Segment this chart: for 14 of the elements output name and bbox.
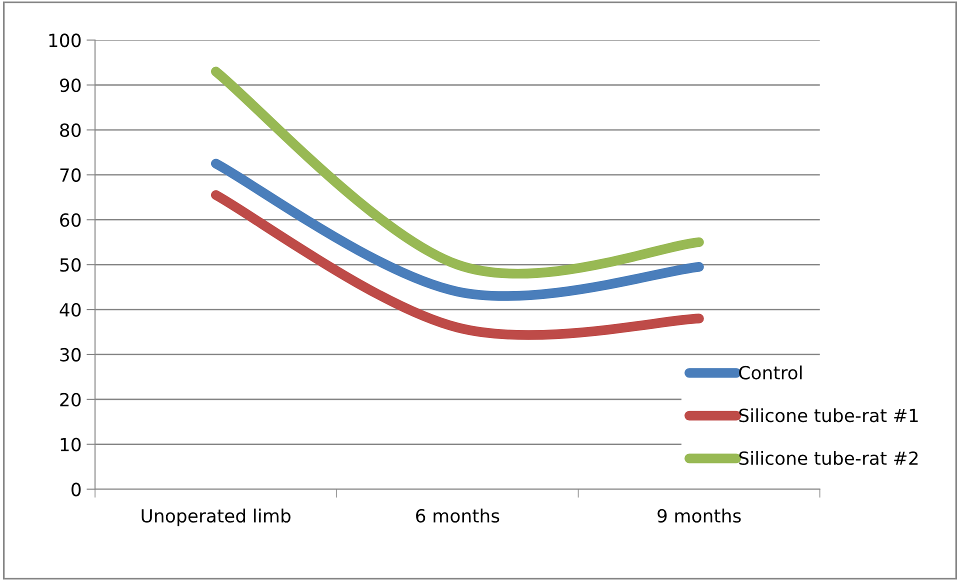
- y-tick-label: 80: [60, 123, 81, 138]
- x-tick-label: 9 months: [658, 508, 741, 523]
- x-tick-label: 6 months: [416, 508, 500, 523]
- y-tick-label: 40: [60, 303, 81, 317]
- y-tick-label: 10: [60, 438, 81, 452]
- y-tick-label: 50: [60, 258, 81, 272]
- y-tick-label: 100: [49, 34, 81, 48]
- y-tick-label: 20: [60, 392, 81, 406]
- x-tick-label: Unoperated limb: [142, 508, 290, 526]
- y-tick-label: 0: [72, 482, 81, 496]
- y-tick-label: 70: [60, 168, 81, 182]
- y-tick-label: 30: [60, 348, 81, 362]
- y-tick-label: 90: [60, 78, 81, 92]
- y-tick-label: 60: [60, 213, 81, 227]
